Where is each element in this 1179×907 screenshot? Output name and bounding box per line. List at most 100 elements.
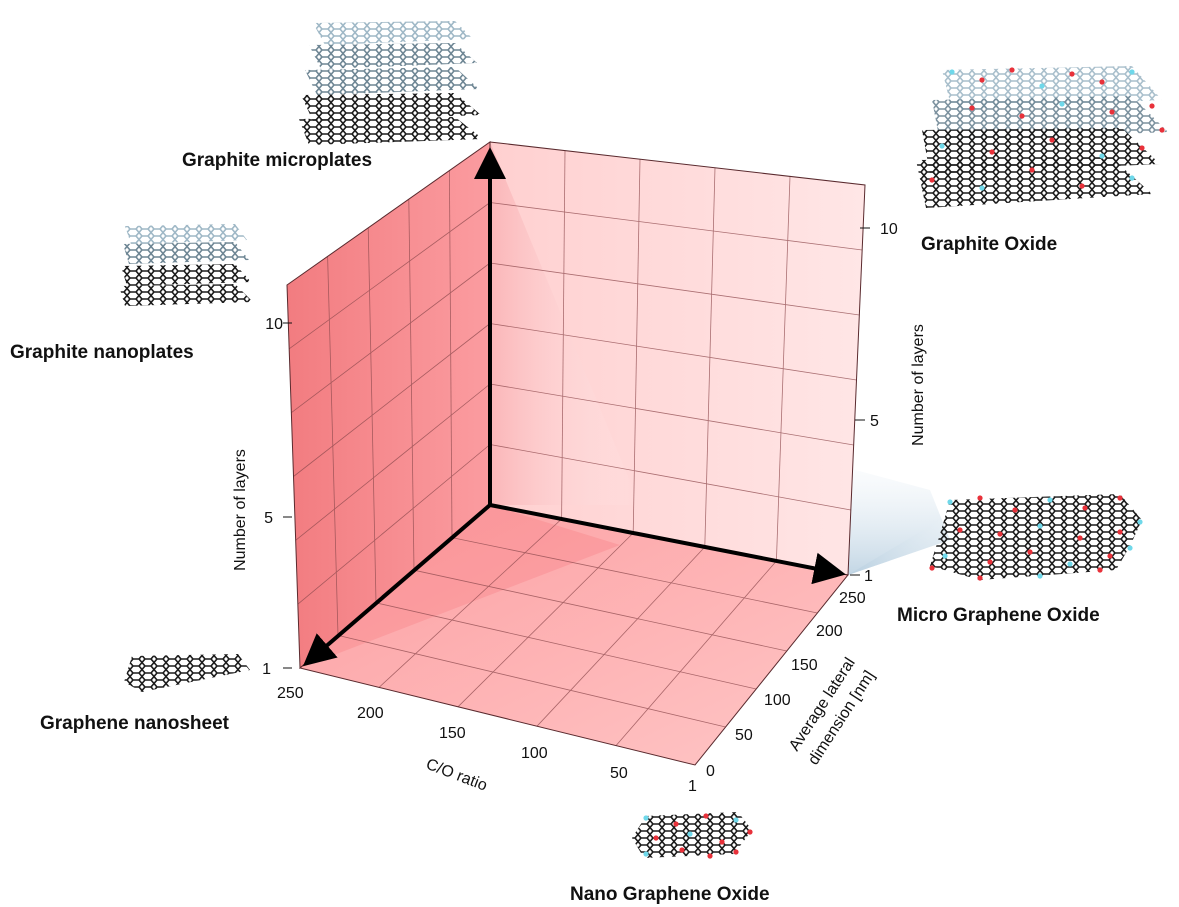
lateral-tick-250: 250 <box>839 590 866 607</box>
hydrogen-atom <box>643 815 649 821</box>
micro-go-highlight-beam <box>848 468 950 575</box>
grid-line <box>615 560 777 746</box>
oxygen-atom <box>997 531 1003 537</box>
oxygen-atom <box>1097 567 1103 573</box>
left-layers-tick-10: 10 <box>265 316 283 333</box>
oxygen-atom <box>957 527 963 533</box>
co-ratio-tick-100: 100 <box>521 745 548 762</box>
hydrogen-atom <box>1067 561 1073 567</box>
oxygen-atom <box>679 847 685 853</box>
oxygen-atom <box>989 149 995 155</box>
oxygen-atom <box>1019 113 1025 119</box>
grid-lines <box>288 150 863 746</box>
hydrogen-atom <box>1047 497 1053 503</box>
floor-plane <box>300 505 848 765</box>
oxygen-atom <box>707 853 713 859</box>
lateral-tick-200: 200 <box>816 623 843 640</box>
oxygen-atom <box>969 105 975 111</box>
co-ratio-axis-title: C/O ratio <box>424 756 490 795</box>
hydrogen-atom <box>1037 523 1043 529</box>
oxygen-atom <box>1009 67 1015 73</box>
left-layers-axis-title: Number of layers <box>232 449 249 571</box>
oxygen-atom <box>987 559 993 565</box>
axis-arrows <box>302 147 846 667</box>
oxygen-atom <box>1099 79 1105 85</box>
grid-line <box>378 518 562 688</box>
hydrogen-atom <box>1099 153 1105 159</box>
left-wall <box>287 142 490 668</box>
grid-line <box>536 546 706 727</box>
oxygen-atom <box>1109 109 1115 115</box>
oxygen-atom <box>703 813 709 819</box>
oxygen-atom <box>1079 183 1085 189</box>
grid-line <box>457 532 634 708</box>
grid-line <box>451 537 818 614</box>
hydrogen-atom <box>687 831 693 837</box>
graphene-oxide-sheet-icon <box>929 494 1143 581</box>
oxygen-atom <box>719 839 725 845</box>
grid-line <box>489 383 854 446</box>
right-layers-tick-10: 10 <box>880 221 898 238</box>
graphene-sheet-icon <box>124 654 250 692</box>
hydrogen-atom <box>1129 69 1135 75</box>
lateral-tick-50: 50 <box>735 727 753 744</box>
hydrogen-atom <box>1127 545 1133 551</box>
right-layers-tick-5: 5 <box>870 413 879 430</box>
oxygen-atom <box>1117 495 1123 501</box>
oxygen-atom <box>1117 529 1123 535</box>
lateral-tick-150: 150 <box>791 657 818 674</box>
multilayer-graphene-icon <box>119 224 253 306</box>
tick-marks <box>283 227 870 669</box>
oxygen-atom <box>1149 103 1155 109</box>
oxygen-atom <box>1049 137 1055 143</box>
hydrogen-atom <box>643 851 649 857</box>
graphite-nanoplates-label: Graphite nanoplates <box>10 342 194 363</box>
co-ratio-tick-250: 250 <box>277 685 304 702</box>
grid-line <box>297 444 491 605</box>
right-axis-arrow <box>489 503 846 585</box>
graphene-oxide-sheet-icon <box>916 66 1168 208</box>
co-ratio-tick-150: 150 <box>439 725 466 742</box>
oxygen-atom <box>1159 127 1165 133</box>
hydrogen-atom <box>942 553 948 559</box>
grid-line <box>295 383 491 541</box>
co-ratio-tick-50: 50 <box>610 765 628 782</box>
co-ratio-tick-200: 200 <box>357 705 384 722</box>
grid-line <box>293 323 491 477</box>
hydrogen-atom <box>947 499 953 505</box>
oxygen-atom <box>747 829 753 835</box>
graphite-microplates-label: Graphite microplates <box>182 150 372 171</box>
oxygen-atom <box>733 849 739 855</box>
oxygen-atom <box>977 575 983 581</box>
oxygen-atom <box>929 565 935 571</box>
oxygen-atom <box>1069 71 1075 77</box>
hydrogen-atom <box>949 69 955 75</box>
oxygen-atom <box>1012 507 1018 513</box>
hydrogen-atom <box>1059 101 1065 107</box>
oxygen-atom <box>1082 505 1088 511</box>
co-ratio-tick-1: 1 <box>688 778 697 795</box>
hydrogen-atom <box>1129 175 1135 181</box>
hydrogen-atom <box>1137 519 1143 525</box>
oxygen-atom <box>977 495 983 501</box>
graphene-nanosheet-label: Graphene nanosheet <box>40 713 230 734</box>
oxygen-atom <box>1139 145 1145 151</box>
grid-line <box>413 569 787 652</box>
hydrogen-atom <box>979 185 985 191</box>
grid-line <box>489 202 863 251</box>
hydrogen-atom <box>1039 83 1045 89</box>
oxygen-atom <box>979 77 985 83</box>
grid-line <box>489 262 860 316</box>
left-layers-tick-5: 5 <box>264 510 273 527</box>
diagonal-wedge <box>490 142 640 505</box>
oxygen-atom <box>653 835 659 841</box>
oxygen-atom <box>673 821 679 827</box>
grid-line <box>291 262 491 413</box>
multilayer-graphene-icon <box>299 21 483 145</box>
left-axis-arrow <box>302 503 492 667</box>
left-layers-tick-1: 1 <box>262 661 271 678</box>
lateral-tick-100: 100 <box>764 692 791 709</box>
floor-wedge <box>300 505 620 668</box>
grid-line <box>375 602 757 690</box>
